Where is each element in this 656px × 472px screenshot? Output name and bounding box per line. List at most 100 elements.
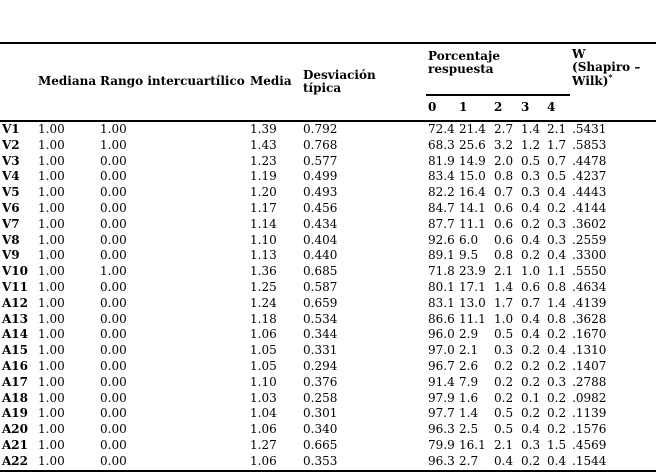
- cell-rango: 0.00: [100, 153, 127, 168]
- cell-rango: 0.00: [100, 327, 127, 342]
- porcentaje-label: Porcentaje respuesta: [428, 49, 500, 77]
- cell-pct-3: 0.2: [521, 406, 541, 421]
- cell-rango: 0.00: [100, 216, 127, 231]
- cell-shapiro-wilk: .2559: [572, 232, 607, 247]
- cell-mediana: 1.00: [38, 374, 65, 389]
- row-label: A21: [2, 437, 29, 452]
- cell-media: 1.03: [250, 390, 277, 405]
- cell-pct-2: 2.0: [494, 153, 514, 168]
- cell-desviacion: 0.331: [303, 343, 338, 358]
- cell-desviacion: 0.768: [303, 137, 338, 152]
- cell-pct-1: 11.1: [459, 311, 486, 326]
- cell-pct-0: 83.4: [428, 169, 455, 184]
- row-label: V5: [2, 185, 20, 200]
- cell-media: 1.05: [250, 358, 277, 373]
- cell-pct-0: 97.0: [428, 343, 455, 358]
- cell-mediana: 1.00: [38, 390, 65, 405]
- row-label: V6: [2, 200, 20, 215]
- cell-pct-2: 0.7: [494, 185, 514, 200]
- cell-rango: 0.00: [100, 437, 127, 452]
- cell-pct-4: 0.4: [547, 453, 567, 468]
- cell-desviacion: 0.440: [303, 248, 338, 263]
- cell-pct-0: 96.3: [428, 422, 455, 437]
- cell-shapiro-wilk: .5431: [570, 120, 656, 138]
- cell-pct-4: 0.4: [547, 185, 567, 200]
- cell-pct-3: 1.4: [519, 120, 545, 138]
- cell-rango: 0.00: [100, 343, 127, 358]
- cell-pct-0: 91.4: [428, 374, 455, 389]
- table-row: A17 1.00 0.00 1.10 0.376 91.4 7.9 0.2 0.2 0.3 .278…: [0, 375, 656, 391]
- cell-pct-1: 2.7: [459, 453, 479, 468]
- cell-pct-2: 0.5: [494, 406, 514, 421]
- cell-pct-4: 0.8: [547, 311, 567, 326]
- cell-pct-0: 92.6: [428, 232, 455, 247]
- cell-rango: 0.00: [100, 295, 127, 310]
- cell-pct-2: 0.2: [494, 374, 514, 389]
- cell-mediana: 1.00: [36, 120, 98, 138]
- cell-mediana: 1.00: [38, 311, 65, 326]
- cell-pct-0: 72.4: [426, 120, 457, 138]
- col-header-porcentaje-respuesta: Porcentaje respuesta: [426, 43, 571, 96]
- cell-shapiro-wilk: .5550: [572, 264, 607, 279]
- cell-pct-2: 0.6: [494, 200, 514, 215]
- cell-pct-3: 0.4: [521, 422, 541, 437]
- cell-shapiro-wilk: .1670: [572, 327, 607, 342]
- cell-mediana: 1.00: [38, 169, 65, 184]
- cell-media: 1.06: [250, 422, 277, 437]
- cell-pct-3: 1.0: [521, 264, 541, 279]
- cell-media: 1.24: [250, 295, 277, 310]
- cell-media: 1.27: [250, 437, 277, 452]
- cell-pct-0: 87.7: [428, 216, 455, 231]
- table-row: A21 1.00 0.00 1.27 0.665 79.9 16.1 2.1 0.3 1.5 .45…: [0, 438, 656, 454]
- subcol-header-4: 4: [547, 100, 556, 115]
- cell-shapiro-wilk: .1407: [572, 358, 607, 373]
- cell-mediana: 1.00: [38, 327, 65, 342]
- table-row: V7 1.00 0.00 1.14 0.434 87.7 11.1 0.6 0.2 0.3 .360…: [0, 217, 656, 233]
- cell-pct-1: 23.9: [459, 264, 486, 279]
- footnote-asterisk: *: [608, 71, 613, 82]
- cell-mediana: 1.00: [38, 279, 65, 294]
- cell-pct-0: 71.8: [428, 264, 455, 279]
- cell-pct-4: 0.8: [547, 279, 567, 294]
- cell-media: 1.39: [248, 120, 301, 138]
- cell-pct-0: 84.7: [428, 200, 455, 215]
- cell-shapiro-wilk: .3628: [572, 311, 607, 326]
- w-header-line3: Wilk)*: [572, 71, 656, 88]
- cell-desviacion: 0.534: [303, 311, 338, 326]
- cell-media: 1.14: [250, 216, 277, 231]
- cell-mediana: 1.00: [38, 437, 65, 452]
- cell-desviacion: 0.493: [303, 185, 338, 200]
- cell-media: 1.10: [250, 232, 277, 247]
- cell-pct-0: 97.9: [428, 390, 455, 405]
- row-label: A15: [2, 343, 29, 358]
- cell-pct-1: 2.5: [459, 422, 479, 437]
- cell-pct-3: 0.4: [521, 311, 541, 326]
- cell-pct-0: 96.3: [428, 453, 455, 468]
- cell-pct-4: 1.5: [547, 437, 567, 452]
- cell-desviacion: 0.404: [303, 232, 338, 247]
- cell-shapiro-wilk: .1139: [572, 406, 607, 421]
- cell-desviacion: 0.499: [303, 169, 338, 184]
- cell-pct-3: 0.2: [521, 374, 541, 389]
- table-row: A16 1.00 0.00 1.05 0.294 96.7 2.6 0.2 0.2 0.2 .140…: [0, 359, 656, 375]
- desviacion-label: Desviación típica: [303, 67, 376, 95]
- cell-rango: 0.00: [100, 406, 127, 421]
- cell-pct-3: 0.5: [521, 153, 541, 168]
- table-body: V1 1.00 1.00 1.39 0.792 72.4 21.4 2.7 1.4 2.1.543…: [0, 120, 656, 471]
- cell-shapiro-wilk: .0982: [572, 390, 607, 405]
- cell-pct-0: 96.0: [428, 327, 455, 342]
- cell-shapiro-wilk: .4443: [572, 185, 607, 200]
- table-row: A13 1.00 0.00 1.18 0.534 86.6 11.1 1.0 0.4 0.8 .36…: [0, 312, 656, 328]
- cell-pct-2: 0.8: [494, 169, 514, 184]
- cell-pct-0: 81.9: [428, 153, 455, 168]
- cell-desviacion: 0.434: [303, 216, 338, 231]
- row-label: A16: [2, 358, 29, 373]
- cell-rango: 0.00: [100, 185, 127, 200]
- cell-media: 1.36: [250, 264, 277, 279]
- cell-media: 1.05: [250, 343, 277, 358]
- table-row: V3 1.00 0.00 1.23 0.577 81.9 14.9 2.0 0.5 0.7 .447…: [0, 154, 656, 170]
- cell-desviacion: 0.340: [303, 422, 338, 437]
- table-row: V6 1.00 0.00 1.17 0.456 84.7 14.1 0.6 0.4 0.2 .414…: [0, 201, 656, 217]
- cell-mediana: 1.00: [38, 248, 65, 263]
- cell-pct-2: 2.1: [494, 437, 514, 452]
